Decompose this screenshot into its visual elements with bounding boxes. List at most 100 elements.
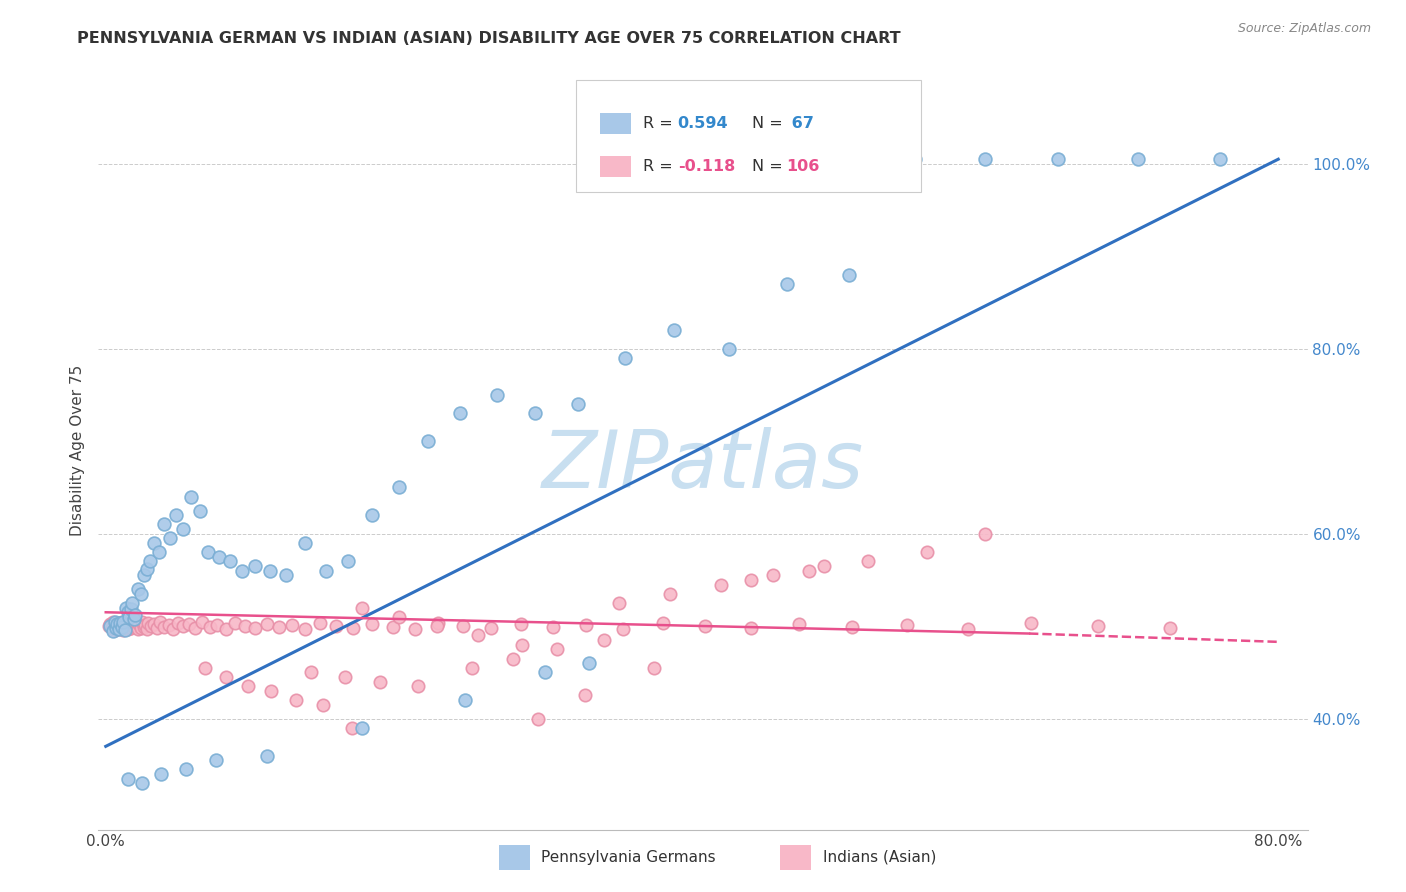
Point: [136, 616, 159, 631]
Point: [368, 674, 391, 689]
Point: [165, 508, 187, 523]
Point: [121, 615, 143, 630]
Point: [131, 615, 153, 630]
Point: [294, 536, 316, 550]
Point: [1087, 619, 1109, 633]
Point: [179, 617, 201, 632]
Point: [388, 480, 411, 494]
Point: [132, 568, 155, 582]
Point: [1159, 621, 1181, 635]
Point: [245, 559, 267, 574]
Point: [467, 628, 489, 642]
Point: [98, 619, 121, 633]
Point: [461, 661, 484, 675]
Point: [110, 620, 132, 634]
Point: [111, 620, 134, 634]
Point: [510, 638, 533, 652]
Point: [245, 621, 267, 635]
Point: [231, 564, 253, 578]
Point: [267, 620, 290, 634]
Text: N =: N =: [752, 116, 789, 131]
Point: [110, 616, 132, 631]
Point: [134, 618, 156, 632]
Point: [162, 622, 184, 636]
Point: [502, 651, 524, 665]
Point: [191, 615, 214, 630]
Point: [114, 618, 136, 632]
Point: [352, 600, 374, 615]
Point: [534, 665, 557, 680]
Point: [643, 661, 665, 675]
Text: PENNSYLVANIA GERMAN VS INDIAN (ASIAN) DISABILITY AGE OVER 75 CORRELATION CHART: PENNSYLVANIA GERMAN VS INDIAN (ASIAN) DI…: [77, 31, 901, 46]
Point: [509, 617, 531, 632]
Text: 67: 67: [786, 116, 814, 131]
Point: [904, 152, 927, 166]
Point: [176, 763, 198, 777]
Point: [125, 616, 148, 631]
Point: [118, 617, 141, 632]
Point: [352, 721, 374, 735]
Point: [956, 622, 979, 636]
Point: [153, 620, 176, 634]
Point: [172, 522, 194, 536]
Point: [974, 152, 997, 166]
Point: [98, 617, 121, 632]
Point: [159, 531, 181, 545]
Point: [180, 490, 202, 504]
Point: [103, 623, 125, 637]
Point: [567, 397, 589, 411]
Point: [256, 748, 278, 763]
Point: [127, 622, 149, 636]
Point: [224, 616, 246, 631]
Point: [103, 615, 125, 629]
Point: [486, 388, 509, 402]
Point: [124, 608, 146, 623]
Point: [143, 617, 166, 632]
Point: [112, 623, 135, 637]
Point: [388, 610, 411, 624]
Point: [285, 693, 308, 707]
Point: [233, 619, 256, 633]
Point: [127, 582, 149, 596]
Point: [838, 268, 860, 282]
Point: [527, 712, 550, 726]
Point: [260, 684, 283, 698]
Point: [236, 679, 259, 693]
Point: [172, 619, 194, 633]
Point: [325, 619, 347, 633]
Point: [121, 596, 143, 610]
Point: [776, 277, 799, 291]
Point: [281, 618, 304, 632]
Point: [219, 554, 242, 568]
Point: [101, 624, 124, 638]
Point: [105, 617, 128, 632]
Point: [813, 559, 835, 574]
Point: [762, 568, 785, 582]
Point: [361, 508, 384, 523]
Point: [107, 622, 129, 636]
Point: [141, 619, 163, 633]
Point: [453, 619, 475, 633]
Point: [108, 616, 131, 631]
Point: [128, 617, 150, 632]
Point: [117, 772, 139, 786]
Point: [612, 622, 634, 636]
Point: [1047, 152, 1070, 166]
Text: R =: R =: [643, 159, 678, 174]
Point: [740, 621, 762, 635]
Point: [575, 618, 598, 632]
Point: [184, 621, 207, 635]
Point: [740, 573, 762, 587]
Point: [274, 568, 297, 582]
Point: [449, 407, 471, 421]
Point: [194, 661, 217, 675]
Point: [207, 549, 229, 564]
Point: [188, 503, 211, 517]
Point: [148, 545, 170, 559]
Point: [120, 602, 142, 616]
Point: [664, 323, 686, 337]
Point: [197, 545, 219, 559]
Y-axis label: Disability Age Over 75: Disability Age Over 75: [70, 365, 86, 536]
Point: [841, 620, 863, 634]
Point: [479, 621, 502, 635]
